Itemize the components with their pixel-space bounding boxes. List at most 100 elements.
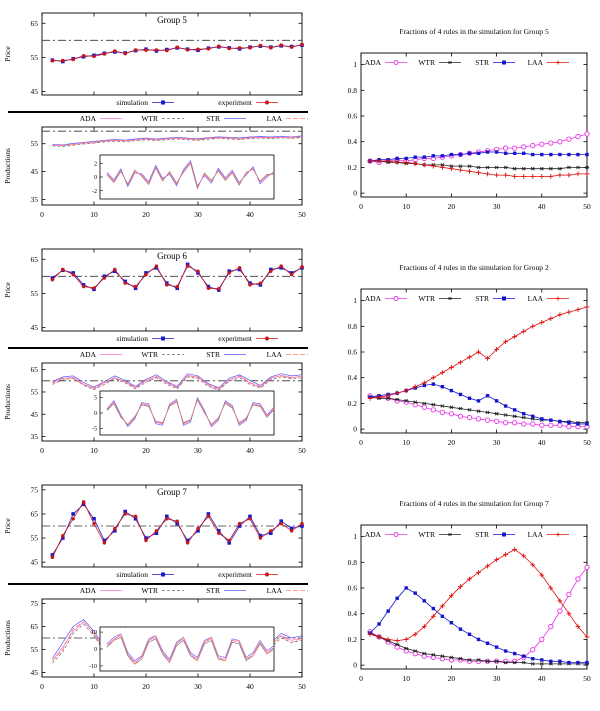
svg-text:STR: STR [206, 114, 220, 123]
svg-text:LAA: LAA [267, 350, 283, 359]
series-LAA [52, 375, 303, 389]
svg-text:40: 40 [246, 446, 254, 455]
svg-text:45: 45 [31, 410, 39, 419]
svg-text:65: 65 [31, 365, 39, 374]
svg-text:Productions: Productions [3, 620, 12, 656]
svg-text:20: 20 [448, 674, 456, 683]
fractions-panel: Fractions of 4 rules in the simulation f… [348, 499, 591, 683]
svg-text:0.8: 0.8 [348, 86, 358, 95]
svg-text:Fractions of 4 rules in the si: Fractions of 4 rules in the simulation f… [399, 27, 549, 36]
legend-predictions: ADA WTR STR LAA [80, 586, 308, 595]
svg-text:10: 10 [91, 630, 97, 636]
panel-title: Fractions of 4 rules in the simulation f… [399, 499, 549, 508]
svg-text:30: 30 [194, 446, 202, 455]
svg-text:0.8: 0.8 [348, 322, 358, 331]
timeseries-panel: 45 55 65 Group 6 simulation experiment ADA WTR S… [3, 248, 308, 455]
svg-text:WTR: WTR [418, 294, 435, 303]
svg-text:experiment: experiment [218, 98, 253, 107]
svg-text:-5: -5 [92, 427, 97, 433]
svg-text:10: 10 [90, 446, 98, 455]
series-ADA [52, 136, 303, 147]
series-experiment [50, 264, 304, 291]
svg-text:Productions: Productions [3, 148, 12, 184]
svg-text:0: 0 [353, 661, 357, 670]
svg-text:0: 0 [94, 647, 97, 653]
svg-text:STR: STR [206, 350, 220, 359]
svg-text:WTR: WTR [141, 586, 158, 595]
svg-text:Productions: Productions [3, 384, 12, 420]
svg-text:55: 55 [31, 534, 39, 543]
svg-text:50: 50 [298, 210, 306, 219]
svg-text:75: 75 [31, 599, 39, 608]
x-axis-labels: 0 10 20 30 40 50 [40, 446, 306, 455]
svg-text:ADA: ADA [80, 114, 97, 123]
x-axis-labels: 0 10 20 30 40 50 [40, 210, 306, 219]
svg-text:ADA: ADA [80, 586, 97, 595]
svg-text:0: 0 [40, 446, 44, 455]
chart-group6-timeseries: 45 55 65 Group 6 simulation experiment ADA WTR S… [3, 248, 308, 455]
legend-price: simulation experiment [116, 98, 278, 107]
svg-text:Group 6: Group 6 [157, 251, 187, 261]
svg-text:LAA: LAA [267, 586, 283, 595]
inset-series-LAA [106, 633, 275, 665]
svg-text:ADA: ADA [365, 58, 382, 67]
chart-group2-fractions: Fractions of 4 rules in the simulation f… [348, 263, 591, 447]
svg-text:LAA: LAA [267, 114, 283, 123]
inset-plot: -2 0 2 [92, 154, 275, 200]
series-WTR [52, 137, 303, 147]
svg-text:10: 10 [90, 682, 98, 691]
fractions-panel: Fractions of 4 rules in the simulation f… [348, 263, 591, 447]
inset-plot: -5 0 5 [92, 390, 275, 436]
inset-series-ADA [106, 161, 275, 189]
chart-group5-fractions: Fractions of 4 rules in the simulation f… [348, 27, 591, 211]
svg-text:50: 50 [298, 446, 306, 455]
series-WTR [367, 631, 590, 666]
svg-text:0.2: 0.2 [348, 399, 358, 408]
svg-text:65: 65 [31, 255, 39, 264]
inset-series-LAA [106, 398, 275, 426]
svg-text:ADA: ADA [80, 350, 97, 359]
svg-text:5: 5 [94, 395, 97, 401]
fractions-panel: Fractions of 4 rules in the simulation f… [348, 27, 591, 211]
svg-text:45: 45 [31, 87, 39, 96]
svg-text:20: 20 [448, 202, 456, 211]
svg-text:Fractions of 4 rules in the si: Fractions of 4 rules in the simulation f… [399, 263, 549, 272]
svg-text:55: 55 [31, 289, 39, 298]
chart-group7-timeseries: 45 55 65 75 Group 7 simulation experiment ADA WT… [3, 484, 308, 691]
svg-text:65: 65 [31, 622, 39, 631]
svg-text:30: 30 [493, 202, 501, 211]
inset-series-ADA [106, 398, 275, 427]
inset-series-STR [106, 159, 275, 188]
svg-text:Group 5: Group 5 [157, 15, 187, 25]
svg-text:20: 20 [448, 438, 456, 447]
svg-text:0: 0 [359, 674, 363, 683]
svg-text:55: 55 [31, 387, 39, 396]
svg-text:WTR: WTR [418, 58, 435, 67]
svg-text:Fractions of 4 rules in the si: Fractions of 4 rules in the simulation f… [399, 499, 549, 508]
fractions-axes: 00.20.40.60.810 10 20 30 40 50 [348, 52, 591, 211]
svg-text:20: 20 [142, 210, 150, 219]
svg-text:2: 2 [94, 161, 97, 167]
svg-text:0.2: 0.2 [348, 163, 358, 172]
series-WTR [367, 159, 590, 171]
inset-series-STR [106, 633, 275, 662]
svg-text:0: 0 [40, 210, 44, 219]
svg-text:STR: STR [475, 58, 489, 67]
svg-text:30: 30 [194, 682, 202, 691]
svg-text:65: 65 [31, 19, 39, 28]
legend-predictions: ADA WTR STR LAA [80, 114, 308, 123]
svg-text:45: 45 [31, 668, 39, 677]
panel-title: Fractions of 4 rules in the simulation f… [399, 27, 549, 36]
svg-text:0.6: 0.6 [348, 348, 358, 357]
svg-text:LAA: LAA [528, 58, 544, 67]
x-axis-labels: 0 10 20 30 40 50 [40, 682, 306, 691]
svg-text:experiment: experiment [218, 334, 253, 343]
svg-text:0: 0 [40, 682, 44, 691]
series-WTR [52, 376, 303, 391]
svg-text:0: 0 [359, 438, 363, 447]
series-ADA [367, 131, 590, 165]
series-experiment [50, 42, 304, 63]
svg-text:1: 1 [353, 60, 357, 69]
fractions-legend: ADA WTR STR LAA [365, 58, 569, 67]
